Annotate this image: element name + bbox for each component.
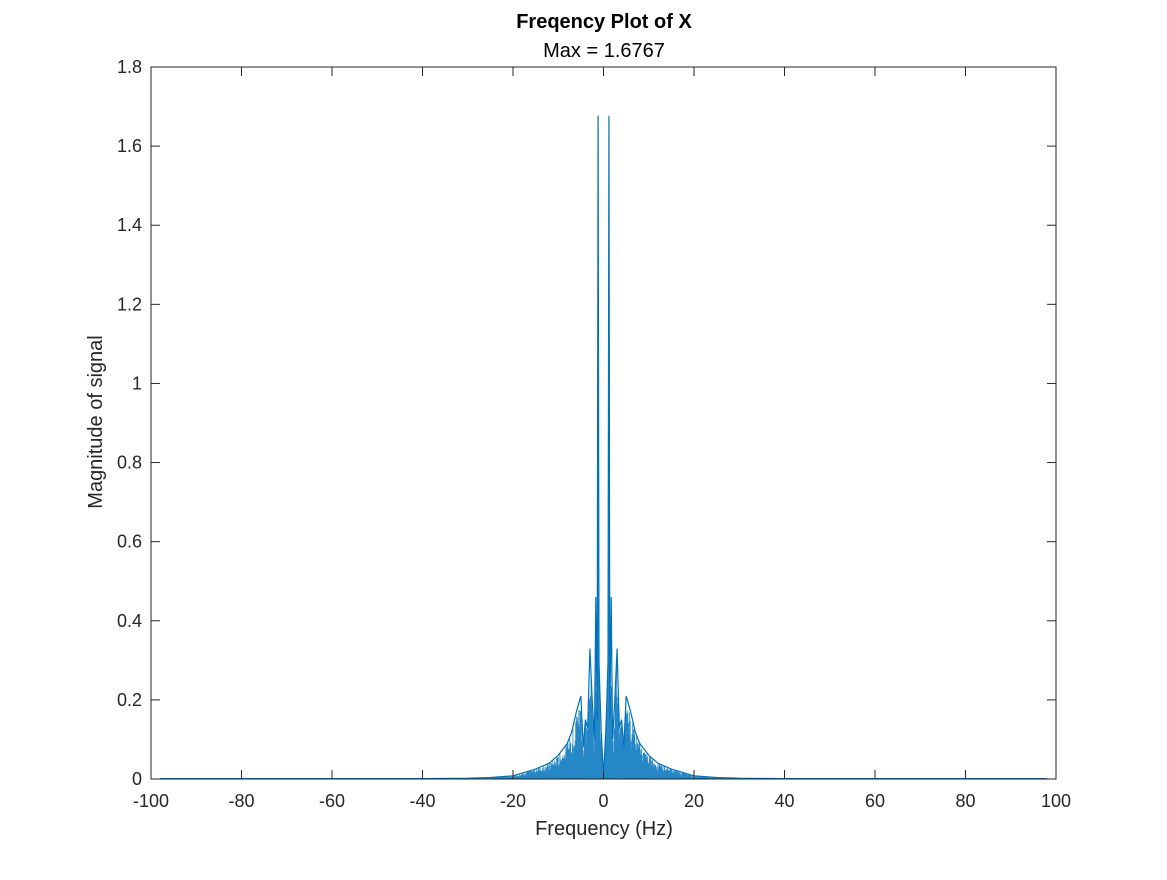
y-tick-label: 0 bbox=[132, 769, 142, 789]
y-tick-label: 1.8 bbox=[117, 57, 142, 77]
x-tick-label: -20 bbox=[500, 791, 526, 811]
chart-subtitle: Max = 1.6767 bbox=[543, 40, 665, 62]
signal-oscillation bbox=[489, 337, 717, 779]
y-tick-label: 1.6 bbox=[117, 136, 142, 156]
x-tick-label: 100 bbox=[1041, 791, 1071, 811]
x-tick-label: -60 bbox=[319, 791, 345, 811]
signal-layer bbox=[160, 115, 1047, 780]
x-tick-label: 0 bbox=[598, 791, 608, 811]
y-tick-label: 0.4 bbox=[117, 611, 142, 631]
y-tick-label: 1.2 bbox=[117, 294, 142, 314]
x-tick-label: -80 bbox=[228, 791, 254, 811]
plot-area-box bbox=[150, 66, 1057, 780]
y-tick-label: 1 bbox=[132, 373, 142, 393]
y-axis-label: Magnitude of signal bbox=[85, 335, 107, 508]
x-tick-label: 40 bbox=[774, 791, 794, 811]
y-tick-label: 1.4 bbox=[117, 215, 142, 235]
y-tick-label: 0.6 bbox=[117, 532, 142, 552]
x-tick-label: 20 bbox=[684, 791, 704, 811]
tick-layer: -100 -80 -60 -40 -20 0 20 40 60 80 100 0 0.2 0.4 0.6 0.… bbox=[117, 57, 1071, 811]
chart-title: Freqency Plot of X bbox=[516, 11, 692, 33]
x-tick-label: -100 bbox=[133, 791, 169, 811]
signal-envelope-line bbox=[160, 115, 1047, 780]
x-tick-label: 60 bbox=[865, 791, 885, 811]
x-tick-label: 80 bbox=[955, 791, 975, 811]
y-tick-label: 0.2 bbox=[117, 690, 142, 710]
y-tick-label: 0.8 bbox=[117, 453, 142, 473]
x-axis-label: Frequency (Hz) bbox=[535, 818, 673, 840]
x-tick-label: -40 bbox=[409, 791, 435, 811]
